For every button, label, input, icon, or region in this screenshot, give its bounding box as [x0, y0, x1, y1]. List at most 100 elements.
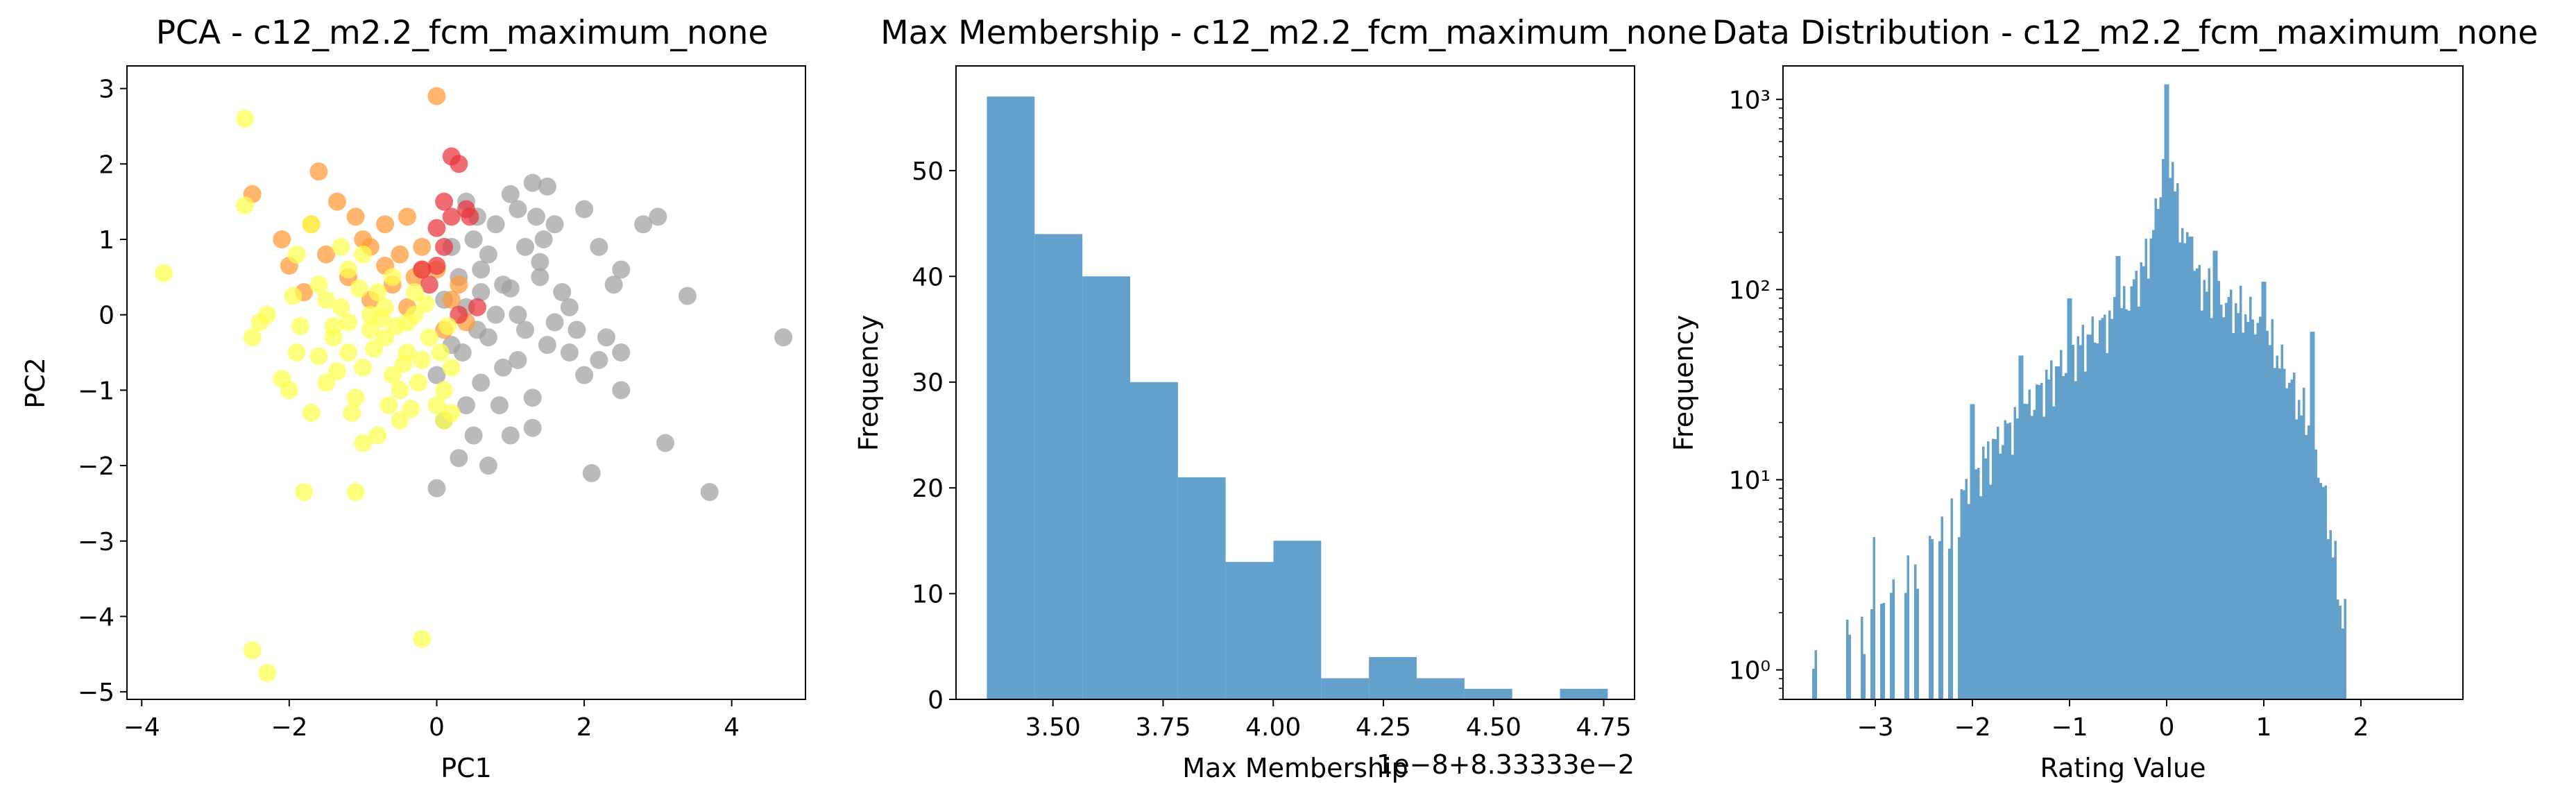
distribution-bar — [2251, 319, 2254, 699]
pca-point — [354, 245, 373, 264]
distribution-x-tick-label: −2 — [1954, 713, 1990, 742]
distribution-bar — [2047, 379, 2050, 699]
pca-point — [431, 343, 450, 362]
distribution-bar — [2125, 309, 2128, 700]
pca-point — [236, 196, 255, 215]
membership-x-tick-label: 4.75 — [1576, 713, 1631, 742]
pca-x-tick-label: 4 — [724, 713, 740, 742]
distribution-bar — [2317, 477, 2320, 699]
distribution-bar — [1984, 458, 1987, 699]
distribution-bar — [2269, 345, 2271, 699]
distribution-bar — [2201, 310, 2203, 699]
distribution-bar — [2324, 485, 2327, 699]
pca-point — [464, 230, 483, 248]
distribution-bar — [2266, 330, 2269, 700]
pca-point — [509, 305, 527, 324]
pca-x-ticks: −4 −2 0 2 4 — [123, 699, 740, 742]
distribution-bar — [2280, 344, 2283, 699]
distribution-bar — [2210, 318, 2213, 700]
pca-y-tick-label: −2 — [78, 452, 114, 481]
membership-bar — [1225, 561, 1274, 699]
pca-point — [450, 155, 468, 173]
distribution-bar — [2222, 317, 2225, 699]
membership-bar — [1082, 276, 1130, 699]
distribution-bar — [2288, 382, 2291, 699]
distribution-bar — [2237, 313, 2240, 699]
membership-x-tick-label: 3.75 — [1135, 713, 1191, 742]
distribution-bar — [2183, 243, 2186, 699]
pca-point — [413, 260, 432, 279]
distribution-bar — [2076, 336, 2079, 699]
pca-points — [155, 87, 793, 682]
distribution-bar — [2036, 384, 2038, 699]
distribution-bar — [2230, 289, 2233, 699]
pca-point — [257, 305, 276, 324]
distribution-bar — [2225, 303, 2228, 699]
pca-point — [523, 418, 542, 437]
distribution-bar — [2072, 344, 2074, 699]
distribution-bar — [1916, 588, 1919, 699]
distribution-x-axis-label: Rating Value — [2040, 753, 2206, 783]
distribution-bar — [2026, 404, 2029, 699]
distribution-bar — [2006, 423, 2009, 699]
distribution-y-ticks: 10⁰ 10¹ 10² 10³ — [1729, 86, 1783, 700]
pca-point — [427, 396, 446, 415]
distribution-bar — [1873, 536, 1875, 699]
membership-y-tick-label: 40 — [912, 263, 944, 291]
distribution-bar — [2295, 419, 2298, 699]
distribution-bar — [2135, 271, 2138, 700]
distribution-bar — [2042, 416, 2045, 699]
distribution-bar — [1999, 453, 2002, 699]
distribution-bar — [2011, 454, 2014, 699]
pca-point — [332, 298, 350, 316]
distribution-bar — [1812, 668, 1815, 699]
distribution-x-tick-label: −3 — [1857, 713, 1893, 742]
pca-point — [236, 110, 255, 128]
pca-y-tick-label: −4 — [78, 603, 114, 631]
pca-point — [568, 321, 586, 339]
pca-point — [368, 426, 387, 445]
distribution-bar — [1994, 439, 1997, 699]
pca-point — [472, 373, 491, 392]
distribution-bar — [2232, 333, 2235, 699]
pca-point — [332, 237, 350, 256]
distribution-bar — [1846, 620, 1849, 699]
distribution-bar — [1814, 650, 1817, 699]
pca-point — [346, 207, 365, 226]
pca-point — [354, 358, 373, 377]
distribution-bar — [2178, 242, 2181, 699]
pca-point — [700, 483, 719, 502]
membership-x-axis-label: Max Membership — [1182, 753, 1408, 783]
distribution-title: Data Distribution - c12_m2.2_fcm_maximum… — [1712, 14, 2539, 52]
pca-point — [604, 275, 623, 294]
pca-point — [327, 362, 346, 381]
membership-x-tick-label: 4.25 — [1356, 713, 1411, 742]
pca-point — [560, 298, 579, 316]
distribution-bar — [1972, 404, 1975, 699]
pca-point — [490, 396, 509, 415]
pca-title: PCA - c12_m2.2_fcm_maximum_none — [156, 14, 769, 52]
distribution-y-tick-label: 10³ — [1729, 86, 1771, 114]
pca-x-tick-label: 2 — [577, 713, 592, 742]
distribution-bar — [2113, 297, 2116, 699]
pca-point — [155, 264, 173, 282]
max-membership-histogram-panel: Max Membership - c12_m2.2_fcm_maximum_no… — [853, 14, 1707, 783]
membership-y-ticks: 0 10 20 30 40 50 — [912, 157, 956, 715]
distribution-bar — [2089, 334, 2092, 699]
pca-point — [295, 483, 314, 502]
distribution-bar — [2108, 310, 2111, 699]
pca-point — [442, 403, 461, 422]
membership-bar — [1321, 678, 1370, 699]
distribution-bar — [2227, 297, 2230, 699]
distribution-bar — [2244, 314, 2247, 699]
pca-point — [413, 350, 432, 369]
pca-point — [509, 200, 527, 219]
distribution-bar — [1907, 555, 1909, 699]
distribution-bar — [2283, 368, 2286, 699]
distribution-bar — [2256, 323, 2259, 699]
distribution-bar — [2167, 84, 2169, 699]
pca-point — [391, 381, 409, 400]
pca-y-tick-label: 3 — [99, 76, 114, 104]
distribution-bar — [2021, 355, 2024, 699]
distribution-x-ticks: −3 −2 −1 0 1 2 — [1857, 699, 2369, 742]
